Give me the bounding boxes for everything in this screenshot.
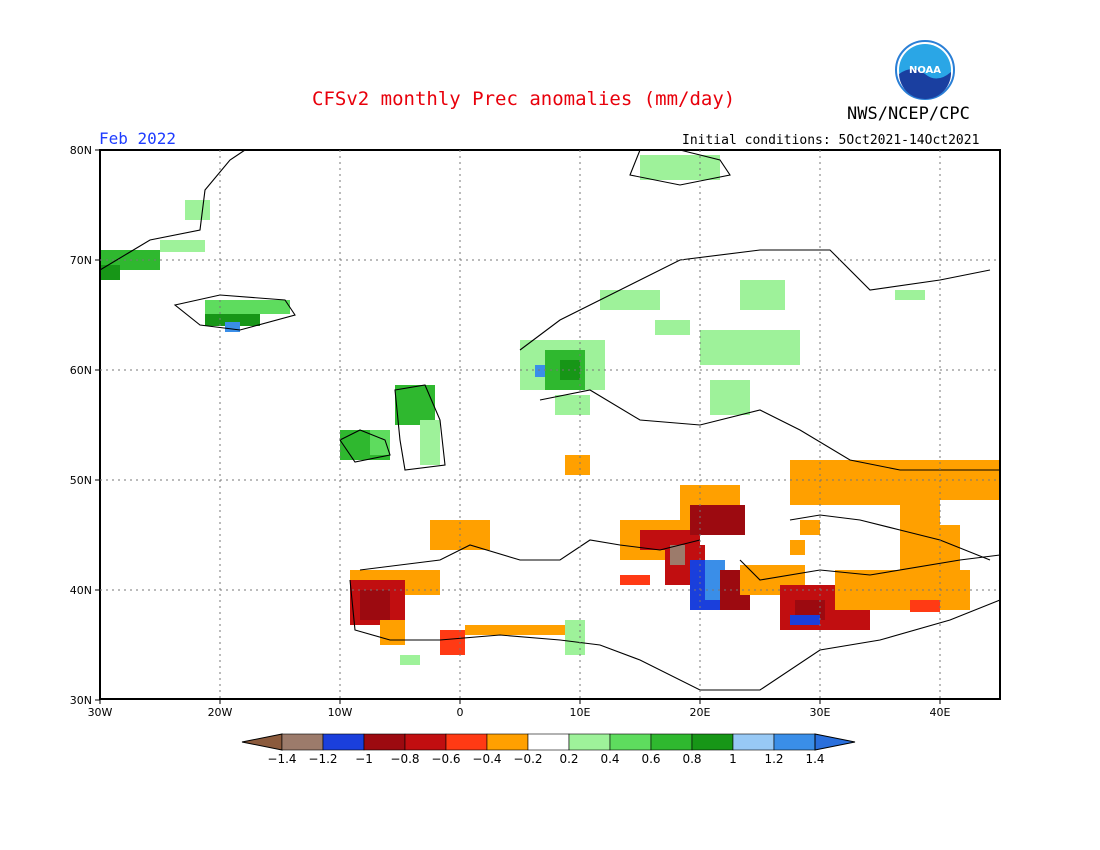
- lat-label: 40N: [70, 584, 92, 597]
- colorbar-tick: −0.2: [513, 752, 542, 766]
- lon-label: 30W: [88, 706, 113, 719]
- coastlines: [99, 149, 1001, 691]
- grid: [100, 150, 1000, 699]
- colorbar-arrow-low: [241, 733, 283, 751]
- colorbar-swatch: [568, 733, 611, 751]
- initial-conditions: Initial conditions: 5Oct2021-14Oct2021: [682, 133, 980, 148]
- chart-title: CFSv2 monthly Prec anomalies (mm/day): [312, 88, 736, 110]
- colorbar-arrow-high: [814, 733, 856, 751]
- colorbar-tick: 0.2: [559, 752, 578, 766]
- logo-text: NOAA: [909, 65, 941, 76]
- colorbar-tick: 1: [729, 752, 737, 766]
- lat-label: 80N: [70, 144, 92, 157]
- colorbar-swatch: [650, 733, 693, 751]
- colorbar-tick: −0.6: [431, 752, 460, 766]
- map-frame: [99, 149, 1001, 700]
- lon-label: 20E: [690, 706, 711, 719]
- colorbar-tick: −0.4: [472, 752, 501, 766]
- colorbar-tick: 1.2: [764, 752, 783, 766]
- colorbar-tick: 0.6: [641, 752, 660, 766]
- colorbar-tick: 0.4: [600, 752, 619, 766]
- lon-label: 10W: [328, 706, 353, 719]
- colorbar-swatch: [404, 733, 447, 751]
- forecast-month: Feb 2022: [99, 129, 177, 148]
- colorbar-tick: −0.8: [390, 752, 419, 766]
- colorbar-swatch: [486, 733, 529, 751]
- lon-label: 40E: [930, 706, 951, 719]
- colorbar: −1.4 −1.2 −1 −0.8 −0.6 −0.4 −0.2 0.2 0.4 0.6 0.8 1 1…: [241, 733, 856, 766]
- agency-label: NWS/NCEP/CPC: [847, 104, 970, 124]
- lon-label: 30E: [810, 706, 831, 719]
- colorbar-tick: 1.4: [805, 752, 824, 766]
- colorbar-swatch: [732, 733, 775, 751]
- colorbar-swatch: [609, 733, 652, 751]
- colorbar-swatch: [527, 733, 570, 751]
- colorbar-tick: −1.4: [267, 752, 296, 766]
- colorbar-tick: −1: [355, 752, 373, 766]
- lon-label: 20W: [208, 706, 233, 719]
- noaa-logo: NOAA: [895, 40, 955, 100]
- anomaly-patches: [100, 155, 1000, 665]
- colorbar-swatch: [691, 733, 734, 751]
- lat-label: 30N: [70, 694, 92, 707]
- lon-label: 10E: [570, 706, 591, 719]
- colorbar-tick: 0.8: [682, 752, 701, 766]
- colorbar-swatch: [773, 733, 816, 751]
- lat-label: 50N: [70, 474, 92, 487]
- lat-label: 60N: [70, 364, 92, 377]
- colorbar-swatch: [322, 733, 365, 751]
- colorbar-swatch: [281, 733, 324, 751]
- colorbar-swatch: [445, 733, 488, 751]
- colorbar-tick: −1.2: [308, 752, 337, 766]
- lat-label: 70N: [70, 254, 92, 267]
- lon-label: 0: [457, 706, 464, 719]
- colorbar-swatch: [363, 733, 406, 751]
